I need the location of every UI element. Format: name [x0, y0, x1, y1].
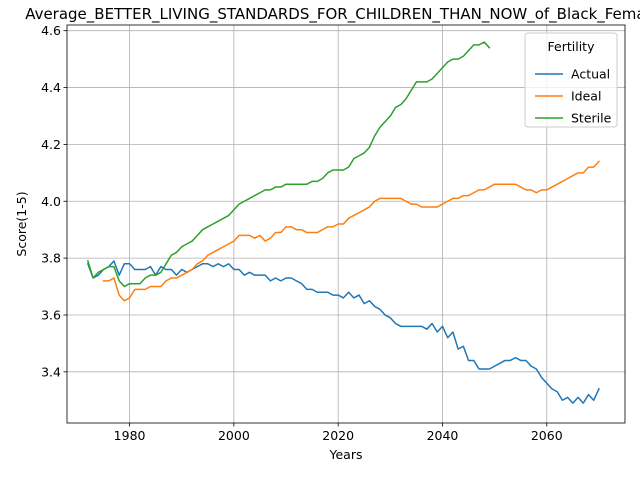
chart-title: Average_BETTER_LIVING_STANDARDS_FOR_CHIL…: [25, 5, 640, 24]
legend: Fertility Actual Ideal Sterile: [524, 32, 618, 128]
y-axis-label: Score(1-5): [14, 191, 29, 256]
y-tick-label: 4.2: [41, 137, 61, 152]
legend-entry-actual: Actual: [571, 67, 610, 82]
x-tick-label: 2000: [218, 428, 250, 443]
x-axis-ticks: 1980 2000 2020 2040 2060: [114, 423, 563, 443]
x-tick-label: 2040: [427, 428, 459, 443]
x-axis-label: Years: [329, 447, 363, 462]
series-line-sterile: [86, 41, 491, 288]
y-tick-label: 4.0: [41, 194, 61, 209]
legend-entry-ideal: Ideal: [571, 89, 601, 104]
y-axis-ticks: 3.4 3.6 3.8 4.0 4.2 4.4 4.6: [41, 23, 67, 379]
plot-frame: [66, 24, 626, 424]
series-layer: [86, 41, 600, 404]
series-line-actual: [86, 260, 600, 404]
x-tick-label: 1980: [114, 428, 146, 443]
legend-entry-sterile: Sterile: [571, 111, 612, 126]
y-tick-label: 4.4: [41, 80, 61, 95]
legend-box: [524, 32, 618, 128]
x-tick-label: 2060: [531, 428, 563, 443]
legend-items: Actual Ideal Sterile: [535, 67, 612, 126]
series-line-ideal: [102, 160, 600, 302]
legend-title: Fertility: [548, 39, 596, 54]
y-tick-label: 3.8: [41, 251, 61, 266]
y-tick-label: 4.6: [41, 23, 61, 38]
y-tick-label: 3.4: [41, 364, 61, 379]
y-tick-label: 3.6: [41, 307, 61, 322]
x-tick-label: 2020: [322, 428, 354, 443]
